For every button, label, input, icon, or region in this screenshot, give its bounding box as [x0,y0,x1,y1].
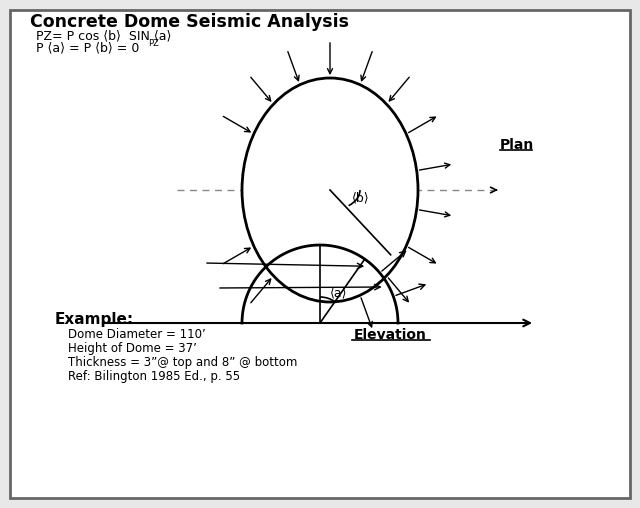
Text: PZ: PZ [148,39,159,48]
Text: ⟨b⟩: ⟨b⟩ [352,192,370,205]
Text: Concrete Dome Seismic Analysis: Concrete Dome Seismic Analysis [30,13,349,31]
Ellipse shape [242,78,418,302]
Text: Elevation: Elevation [353,328,426,342]
Text: Example:: Example: [55,312,134,327]
Text: Ref: Bilington 1985 Ed., p. 55: Ref: Bilington 1985 Ed., p. 55 [68,370,240,383]
Text: ⟨a⟩: ⟨a⟩ [330,287,348,300]
Text: Dome Diameter = 110’: Dome Diameter = 110’ [68,328,205,341]
Text: P ⟨a⟩ = P ⟨b⟩ = 0: P ⟨a⟩ = P ⟨b⟩ = 0 [36,41,140,54]
Text: Height of Dome = 37’: Height of Dome = 37’ [68,342,197,355]
Text: Plan: Plan [500,138,534,152]
Text: PZ= P cos ⟨b⟩  SIN ⟨a⟩: PZ= P cos ⟨b⟩ SIN ⟨a⟩ [36,29,172,42]
FancyBboxPatch shape [10,10,630,498]
Text: Thickness = 3”@ top and 8” @ bottom: Thickness = 3”@ top and 8” @ bottom [68,356,298,369]
